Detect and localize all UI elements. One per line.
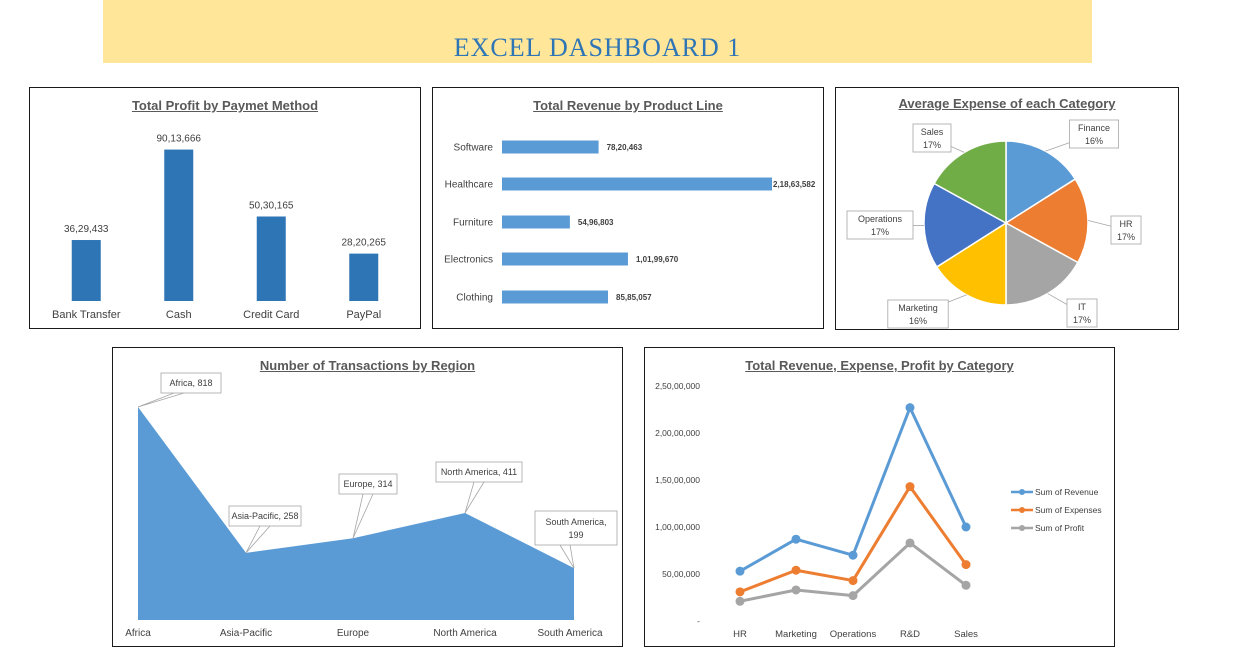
data-label: 28,20,265 <box>342 238 387 249</box>
data-point <box>736 597 745 606</box>
y-tick-label: 1,50,00,000 <box>655 475 700 485</box>
y-tick-label: Software <box>454 143 494 154</box>
bar <box>502 216 570 229</box>
slice-pct: 16% <box>1085 136 1103 146</box>
slice-label: HR <box>1120 219 1133 229</box>
data-point <box>736 567 745 576</box>
y-tick-label: 2,00,00,000 <box>655 428 700 438</box>
series-line <box>740 408 966 572</box>
expense-by-category-chart[interactable]: Average Expense of each Category Finance… <box>835 87 1179 330</box>
data-point <box>792 585 801 594</box>
y-tick-label: 2,50,00,000 <box>655 381 700 391</box>
revenue-expense-profit-chart[interactable]: Total Revenue, Expense, Profit by Catego… <box>644 347 1115 647</box>
data-label: Asia-Pacific, 258 <box>231 511 298 521</box>
data-label: 50,30,165 <box>249 200 294 211</box>
x-tick-label: Sales <box>954 629 978 640</box>
data-point <box>736 587 745 596</box>
x-tick-label: Europe <box>337 628 370 639</box>
data-label: 199 <box>568 530 583 540</box>
x-tick-label: Credit Card <box>243 309 299 321</box>
slice-pct: 16% <box>909 316 927 326</box>
x-tick-label: Africa <box>125 628 151 639</box>
callout-pointer <box>353 494 373 538</box>
data-point <box>849 591 858 600</box>
transactions-by-region-chart[interactable]: Number of Transactions by Region Africa,… <box>112 347 623 647</box>
y-tick-label: 50,00,000 <box>662 569 700 579</box>
slice-label: Finance <box>1078 123 1110 133</box>
revenue-by-product-chart[interactable]: Total Revenue by Product Line Software 78… <box>432 87 824 329</box>
data-label: South America, <box>545 517 606 527</box>
data-point <box>906 538 915 547</box>
bar <box>502 141 599 154</box>
slice-label: Operations <box>858 214 903 224</box>
x-tick-label: PayPal <box>346 309 381 321</box>
callout-pointer <box>465 482 484 513</box>
data-label: North America, 411 <box>441 467 517 477</box>
bar <box>349 254 378 301</box>
slice-label: Sales <box>921 127 944 137</box>
slice-pct: 17% <box>1073 315 1091 325</box>
data-label: 1,01,99,670 <box>636 255 679 264</box>
callout-pointer <box>138 393 184 407</box>
data-point <box>962 560 971 569</box>
profit-by-payment-chart[interactable]: Total Profit by Paymet Method 36,29,433 B… <box>29 87 421 329</box>
data-point <box>962 581 971 590</box>
data-point <box>962 523 971 532</box>
bar <box>164 150 193 301</box>
data-label: 78,20,463 <box>607 143 643 152</box>
x-tick-label: Asia-Pacific <box>220 628 272 639</box>
x-tick-label: North America <box>433 628 497 639</box>
area-series <box>138 407 574 620</box>
data-label: Europe, 314 <box>343 479 392 489</box>
x-tick-label: Cash <box>166 309 192 321</box>
x-tick-label: R&D <box>900 629 920 640</box>
legend-label: Sum of Revenue <box>1035 487 1099 497</box>
series-line <box>740 487 966 592</box>
slice-pct: 17% <box>923 140 941 150</box>
data-point <box>906 403 915 412</box>
data-label: 36,29,433 <box>64 224 109 235</box>
data-point <box>906 482 915 491</box>
legend-label: Sum of Expenses <box>1035 505 1102 515</box>
x-tick-label: HR <box>733 629 747 640</box>
slice-pct: 17% <box>1117 232 1135 242</box>
data-label: 2,18,63,582 <box>773 180 816 189</box>
legend-marker <box>1019 525 1025 531</box>
data-point <box>849 551 858 560</box>
x-tick-label: Marketing <box>775 629 817 640</box>
y-tick-label: - <box>697 616 700 626</box>
y-tick-label: Furniture <box>453 218 493 229</box>
data-point <box>792 566 801 575</box>
legend-marker <box>1019 489 1025 495</box>
data-label: Africa, 818 <box>169 378 212 388</box>
callout-pointer <box>246 526 270 553</box>
data-label: 90,13,666 <box>157 134 202 145</box>
data-label: 54,96,803 <box>578 218 614 227</box>
y-tick-label: Electronics <box>444 255 493 266</box>
slice-label: IT <box>1078 302 1087 312</box>
y-tick-label: 1,00,00,000 <box>655 522 700 532</box>
bar <box>502 253 628 266</box>
dashboard-title: EXCEL DASHBOARD 1 <box>103 33 1092 63</box>
x-tick-label: Bank Transfer <box>52 309 121 321</box>
x-tick-label: South America <box>537 628 602 639</box>
data-point <box>849 576 858 585</box>
bar <box>72 240 101 301</box>
legend-label: Sum of Profit <box>1035 523 1085 533</box>
data-label: 85,85,057 <box>616 293 652 302</box>
header-banner: EXCEL DASHBOARD 1 <box>103 0 1092 63</box>
slice-pct: 17% <box>871 227 889 237</box>
x-tick-label: Operations <box>830 629 877 640</box>
y-tick-label: Healthcare <box>445 180 494 191</box>
y-tick-label: Clothing <box>456 293 493 304</box>
legend-marker <box>1019 507 1025 513</box>
bar <box>257 216 286 301</box>
bar <box>502 178 772 191</box>
slice-label: Marketing <box>898 303 938 313</box>
bar <box>502 291 608 304</box>
data-point <box>792 535 801 544</box>
